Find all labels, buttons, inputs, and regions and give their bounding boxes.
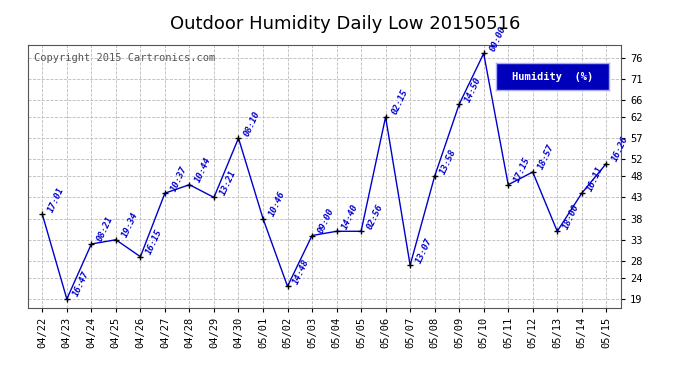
Text: 14:48: 14:48	[292, 257, 311, 285]
Text: 16:11: 16:11	[586, 164, 605, 192]
Text: 02:15: 02:15	[390, 88, 409, 116]
Text: 19:34: 19:34	[120, 211, 139, 239]
Text: 10:37: 10:37	[169, 164, 188, 192]
Text: 17:01: 17:01	[46, 185, 66, 214]
Text: 14:50: 14:50	[463, 75, 483, 104]
Text: 10:44: 10:44	[194, 156, 213, 184]
Text: Copyright 2015 Cartronics.com: Copyright 2015 Cartronics.com	[34, 53, 215, 63]
Text: 08:21: 08:21	[95, 215, 115, 243]
Text: 18:00: 18:00	[562, 202, 581, 231]
Text: 00:00: 00:00	[488, 24, 507, 53]
Text: 18:57: 18:57	[537, 143, 556, 171]
Text: Outdoor Humidity Daily Low 20150516: Outdoor Humidity Daily Low 20150516	[170, 15, 520, 33]
Text: 13:58: 13:58	[439, 147, 458, 176]
Text: 17:15: 17:15	[513, 156, 532, 184]
Text: 16:15: 16:15	[145, 228, 164, 256]
Text: 16:47: 16:47	[71, 270, 90, 298]
Text: 16:26: 16:26	[611, 135, 630, 163]
Text: 10:46: 10:46	[267, 190, 286, 218]
Text: 13:21: 13:21	[218, 168, 237, 196]
Text: 14:40: 14:40	[341, 202, 360, 231]
Text: 09:00: 09:00	[316, 207, 336, 235]
Text: 08:10: 08:10	[243, 109, 262, 137]
Text: 13:07: 13:07	[414, 236, 434, 264]
Text: 02:56: 02:56	[365, 202, 385, 231]
